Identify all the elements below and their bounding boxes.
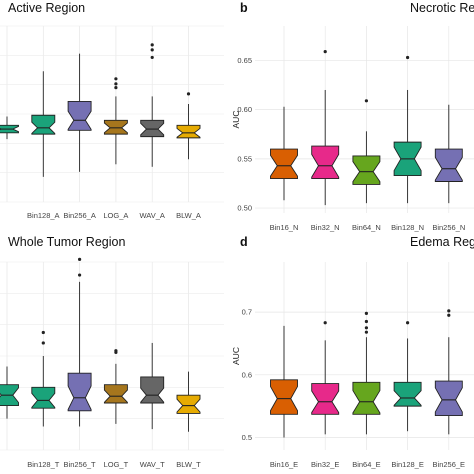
box-outlier-point (447, 309, 451, 313)
box-body (434, 380, 463, 416)
box-outlier-point (364, 319, 368, 324)
x-tick-label: Bin256_T (64, 460, 97, 469)
x-tick-label: LOG_T (104, 460, 129, 469)
box-outlier-point (114, 86, 118, 90)
y-axis-label: AUC (231, 111, 241, 129)
x-tick-label: WAV_A (139, 211, 164, 220)
y-tick-label: 0.6 (242, 370, 252, 379)
y-tick-label: 0.60 (237, 105, 252, 114)
box-body (393, 381, 422, 407)
box-body (270, 379, 298, 415)
x-tick-label: BLW_A (176, 211, 201, 220)
box-body (140, 376, 165, 404)
panel-title: Necrotic Regio (410, 1, 474, 15)
y-tick-label: 0.65 (237, 56, 252, 65)
panel-title: Edema Regio (410, 235, 474, 249)
box-outlier-point (114, 77, 118, 81)
x-tick-label: Bin256_E (433, 460, 466, 469)
box-outlier-point (186, 92, 191, 96)
y-tick-label: 0.55 (237, 154, 252, 163)
x-tick-label: Bin256_N (432, 223, 465, 232)
x-tick-label: Bin32_N (311, 223, 340, 232)
box-body (311, 383, 340, 415)
x-tick-label: Bin64_N (352, 223, 381, 232)
y-tick-label: 0.5 (242, 433, 252, 442)
box-outlier-point (364, 99, 368, 103)
box-body (176, 124, 201, 139)
x-tick-label: Bin16_N (270, 223, 299, 232)
box-outlier-point (364, 326, 368, 330)
box-body (176, 394, 201, 414)
box-outlier-point (114, 349, 118, 353)
box-outlier-point (323, 49, 327, 54)
x-tick-label: WAV_T (140, 460, 165, 469)
x-tick-label: Bin128_T (27, 460, 60, 469)
x-tick-label: Bin16_E (270, 460, 298, 469)
box-outlier-point (41, 341, 45, 345)
box-outlier-point (150, 43, 154, 47)
box-outlier-point (406, 55, 410, 60)
box-body (140, 119, 165, 138)
box-outlier-point (78, 257, 82, 261)
box-body (103, 384, 128, 404)
box-outlier-point (78, 273, 82, 277)
y-axis-label: AUC (231, 347, 241, 365)
box-body (67, 100, 92, 131)
panel-label: b (240, 1, 248, 15)
x-tick-label: Bin64_E (352, 460, 380, 469)
box-body (311, 145, 340, 180)
box-body (31, 114, 56, 135)
x-tick-label: LOG_A (103, 211, 128, 220)
box-body (352, 155, 381, 185)
box-body (434, 148, 463, 182)
x-tick-label: Bin128_N (391, 223, 424, 232)
box-outlier-point (364, 311, 368, 315)
box-outlier-point (406, 321, 410, 325)
box-outlier-point (447, 313, 451, 317)
box-outlier-point (323, 321, 327, 325)
panel-title: Active Region (8, 1, 85, 15)
x-tick-label: BLW_T (176, 460, 201, 469)
x-tick-label: Bin128_E (391, 460, 424, 469)
box-body (352, 381, 381, 415)
box-body (103, 119, 128, 135)
box-body (67, 372, 92, 412)
box-outlier-point (150, 55, 154, 60)
y-tick-label: 0.50 (237, 204, 252, 213)
box-outlier-point (41, 330, 45, 335)
x-tick-label: Bin32_E (311, 460, 339, 469)
panel-title: Whole Tumor Region (8, 235, 125, 249)
box-body (31, 386, 56, 409)
x-tick-label: Bin128_A (27, 211, 60, 220)
y-tick-label: 0.7 (242, 308, 252, 317)
box-outlier-point (364, 330, 368, 334)
x-tick-label: Bin256_A (63, 211, 96, 220)
box-outlier-point (114, 82, 118, 86)
box-outlier-point (150, 48, 154, 52)
panel-label: d (240, 235, 248, 249)
box-body (270, 148, 298, 180)
